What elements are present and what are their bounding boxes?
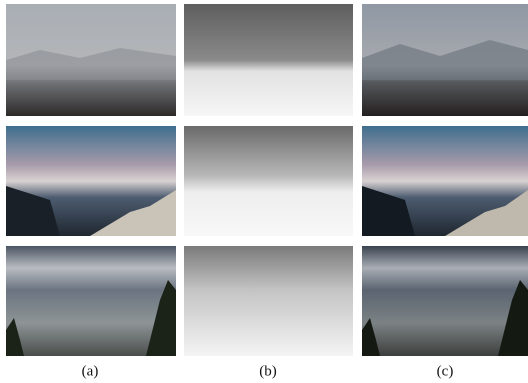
image-b2 [184,126,353,236]
page: (a) (b) (c) (() => { const data = JSON.p… [0,0,528,383]
caption: (a) [82,363,99,379]
figure: (a) (b) (c) [0,0,528,383]
image-b3 [184,246,353,356]
caption: (c) [437,363,454,379]
caption: (b) [259,363,277,379]
image-b1 [184,4,353,116]
